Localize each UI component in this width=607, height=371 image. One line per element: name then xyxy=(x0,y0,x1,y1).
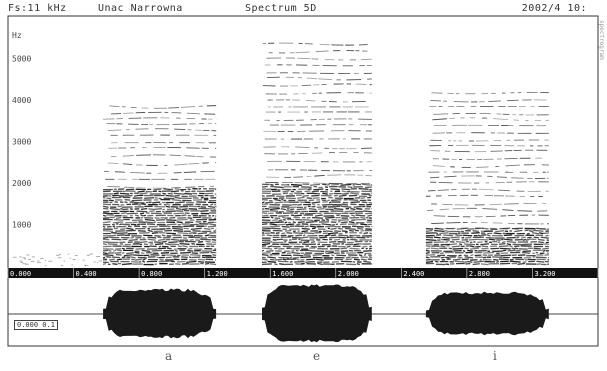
spectrogram-segment-i xyxy=(425,92,550,266)
x-tick-label: 1.600 xyxy=(272,270,293,278)
waveform-envelope-e xyxy=(262,284,372,343)
vowel-label-e: e xyxy=(313,349,321,363)
spectrogram-noise xyxy=(12,253,109,267)
y-unit-label: Hz xyxy=(12,31,22,40)
x-tick-label: 2.800 xyxy=(469,270,490,278)
x-tick-label: 2.400 xyxy=(403,270,424,278)
vowel-label-i: i xyxy=(493,349,497,363)
y-tick-label: 1000 xyxy=(12,221,31,230)
side-caption: spectrogram xyxy=(598,20,605,60)
header-sampling-rate: Fs:11 kHz xyxy=(8,3,67,14)
waveform-area xyxy=(103,284,549,343)
y-tick-label: 4000 xyxy=(12,96,31,105)
x-tick-label: 0.400 xyxy=(76,270,97,278)
waveform-envelope-i xyxy=(425,291,549,336)
spectrogram-segment-e xyxy=(261,42,373,266)
y-axis: 5000 4000 3000 2000 1000 xyxy=(12,55,31,230)
header-date: 2002/4 10: xyxy=(521,3,587,14)
x-axis: 0.000 0.400 0.800 1.200 1.600 2.000 2.400 2.800… xyxy=(7,268,607,278)
waveform-envelope-a xyxy=(103,288,217,339)
spectrogram-area xyxy=(12,42,550,267)
chart-frame xyxy=(7,15,599,347)
y-tick-label: 2000 xyxy=(12,179,31,188)
y-tick-label: 3000 xyxy=(12,138,31,147)
x-tick-label: 1.200 xyxy=(207,270,228,278)
y-tick-label: 5000 xyxy=(12,55,31,64)
header-mode: Spectrum 5D xyxy=(245,3,317,14)
x-tick-label: 0.000 xyxy=(10,270,31,278)
x-tick-label: 2.000 xyxy=(338,270,359,278)
waveform-scale-box: 0.000 0.1 xyxy=(14,320,58,330)
spectrogram-segment-a xyxy=(102,105,217,266)
x-tick-label: 3.200 xyxy=(534,270,555,278)
vowel-label-a: a xyxy=(165,349,173,363)
time-axis-bar xyxy=(8,268,598,278)
x-tick-label: 0.800 xyxy=(141,270,162,278)
x-tick-label: 3.600 xyxy=(600,270,607,278)
header-title: Unac Narrowna xyxy=(98,3,183,14)
